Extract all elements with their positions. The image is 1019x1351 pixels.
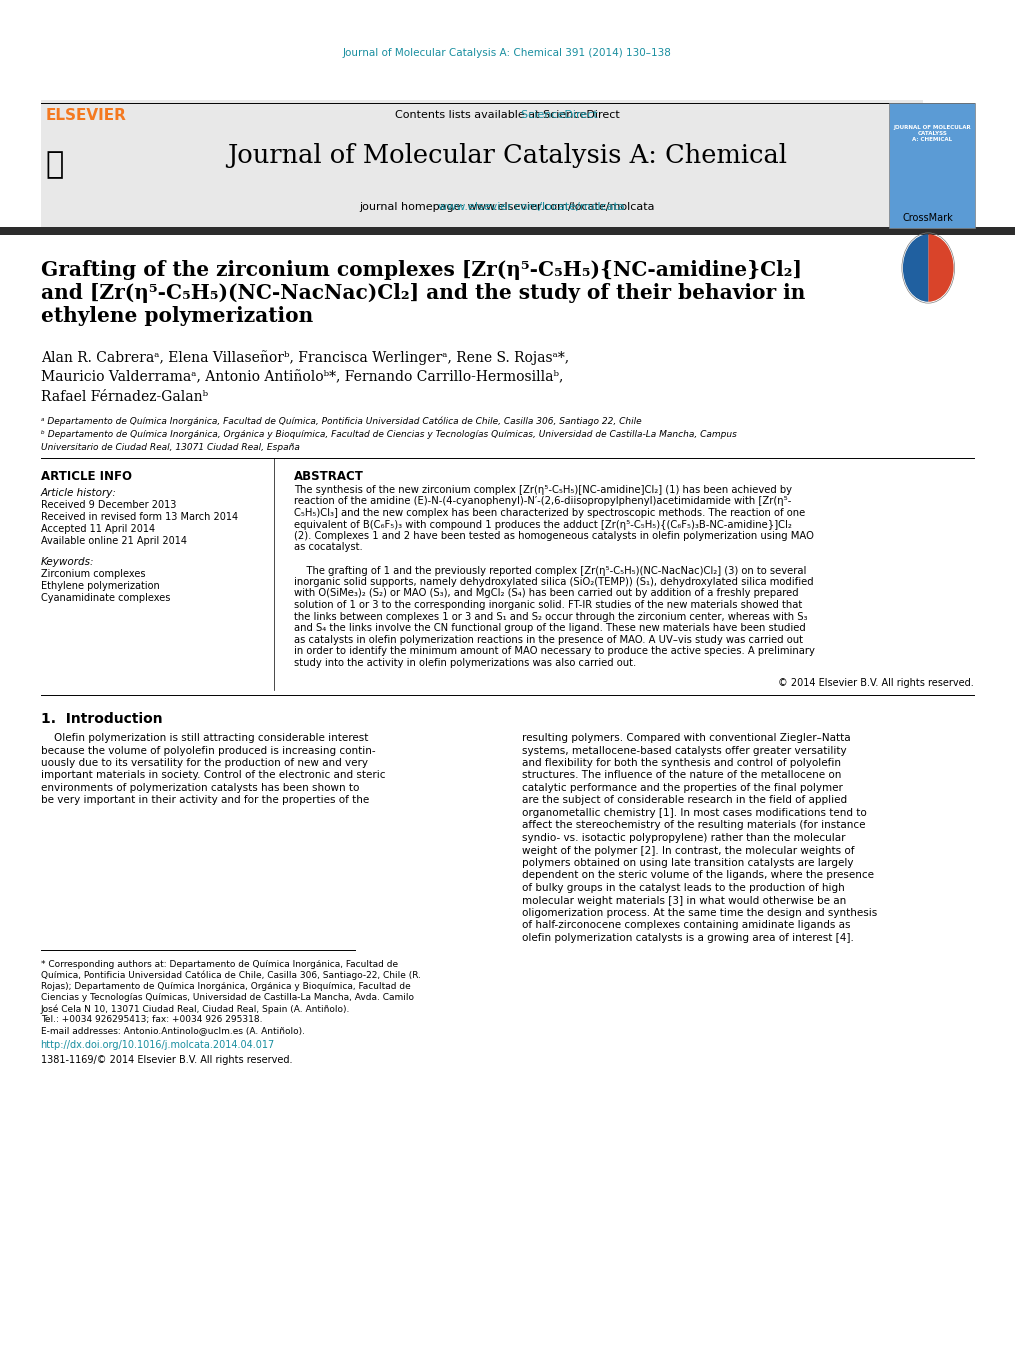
Text: http://dx.doi.org/10.1016/j.molcata.2014.04.017: http://dx.doi.org/10.1016/j.molcata.2014… xyxy=(41,1040,274,1050)
Text: ᵃ Departamento de Química Inorgánica, Facultad de Química, Pontificia Universida: ᵃ Departamento de Química Inorgánica, Fa… xyxy=(41,416,641,426)
Text: ScienceDirect: ScienceDirect xyxy=(416,109,597,120)
Text: study into the activity in olefin polymerizations was also carried out.: study into the activity in olefin polyme… xyxy=(293,658,636,667)
Text: Alan R. Cabreraᵃ, Elena Villaseñorᵇ, Francisca Werlingerᵃ, Rene S. Rojasᵃ*,: Alan R. Cabreraᵃ, Elena Villaseñorᵇ, Fra… xyxy=(41,350,569,365)
Text: and flexibility for both the synthesis and control of polyolefin: and flexibility for both the synthesis a… xyxy=(522,758,841,767)
Text: organometallic chemistry [1]. In most cases modifications tend to: organometallic chemistry [1]. In most ca… xyxy=(522,808,866,817)
Text: * Corresponding authors at: Departamento de Química Inorgánica, Facultad de: * Corresponding authors at: Departamento… xyxy=(41,961,397,969)
Text: as cocatalyst.: as cocatalyst. xyxy=(293,543,363,553)
Text: the links between complexes 1 or 3 and S₁ and S₂ occur through the zirconium cen: the links between complexes 1 or 3 and S… xyxy=(293,612,807,621)
Text: Mauricio Valderramaᵃ, Antonio Antiñoloᵇ*, Fernando Carrillo-Hermosillaᵇ,: Mauricio Valderramaᵃ, Antonio Antiñoloᵇ*… xyxy=(41,370,562,384)
Text: Cyanamidinate complexes: Cyanamidinate complexes xyxy=(41,593,170,603)
Text: oligomerization process. At the same time the design and synthesis: oligomerization process. At the same tim… xyxy=(522,908,877,917)
Text: molecular weight materials [3] in what would otherwise be an: molecular weight materials [3] in what w… xyxy=(522,896,846,905)
Text: C₅H₅)Cl₃] and the new complex has been characterized by spectroscopic methods. T: C₅H₅)Cl₃] and the new complex has been c… xyxy=(293,508,805,517)
Text: affect the stereochemistry of the resulting materials (for instance: affect the stereochemistry of the result… xyxy=(522,820,865,831)
Text: JOURNAL OF MOLECULAR
CATALYSS
A: CHEMICAL: JOURNAL OF MOLECULAR CATALYSS A: CHEMICA… xyxy=(893,126,970,142)
Text: ARTICLE INFO: ARTICLE INFO xyxy=(41,470,131,484)
Text: Article history:: Article history: xyxy=(41,488,116,499)
Text: reaction of the amidine (E)-N-(4-cyanophenyl)-N′-(2,6-diisopropylphenyl)acetimid: reaction of the amidine (E)-N-(4-cyanoph… xyxy=(293,497,791,507)
Wedge shape xyxy=(927,234,953,301)
Text: weight of the polymer [2]. In contrast, the molecular weights of: weight of the polymer [2]. In contrast, … xyxy=(522,846,854,855)
FancyBboxPatch shape xyxy=(41,100,922,230)
Text: and [Zr(η⁵-C₅H₅)(NC-NacNac)Cl₂] and the study of their behavior in: and [Zr(η⁵-C₅H₅)(NC-NacNac)Cl₂] and the … xyxy=(41,282,804,303)
Text: Química, Pontificia Universidad Católica de Chile, Casilla 306, Santiago-22, Chi: Química, Pontificia Universidad Católica… xyxy=(41,971,420,981)
Text: environments of polymerization catalysts has been shown to: environments of polymerization catalysts… xyxy=(41,784,359,793)
Bar xyxy=(888,103,974,228)
Text: 1.  Introduction: 1. Introduction xyxy=(41,712,162,725)
Text: systems, metallocene-based catalysts offer greater versatility: systems, metallocene-based catalysts off… xyxy=(522,746,846,755)
Text: Zirconium complexes: Zirconium complexes xyxy=(41,569,145,580)
Text: ᵇ Departamento de Química Inorgánica, Orgánica y Bioquímica, Facultad de Ciencia: ᵇ Departamento de Química Inorgánica, Or… xyxy=(41,430,736,439)
Text: Ethylene polymerization: Ethylene polymerization xyxy=(41,581,159,590)
Bar xyxy=(0,227,1014,235)
Text: Available online 21 April 2014: Available online 21 April 2014 xyxy=(41,536,186,546)
Text: Journal of Molecular Catalysis A: Chemical: Journal of Molecular Catalysis A: Chemic… xyxy=(227,142,787,168)
Text: CrossMark: CrossMark xyxy=(902,213,953,223)
Text: The grafting of 1 and the previously reported complex [Zr(η⁵-C₅H₅)(NC-NacNac)Cl₂: The grafting of 1 and the previously rep… xyxy=(293,566,806,576)
Text: catalytic performance and the properties of the final polymer: catalytic performance and the properties… xyxy=(522,784,843,793)
Text: polymers obtained on using late transition catalysts are largely: polymers obtained on using late transiti… xyxy=(522,858,853,867)
Text: structures. The influence of the nature of the metallocene on: structures. The influence of the nature … xyxy=(522,770,841,781)
Text: ethylene polymerization: ethylene polymerization xyxy=(41,305,313,326)
Text: ELSEVIER: ELSEVIER xyxy=(46,108,126,123)
Text: Journal of Molecular Catalysis A: Chemical 391 (2014) 130–138: Journal of Molecular Catalysis A: Chemic… xyxy=(342,49,672,58)
Text: with O(SiMe₃)₂ (S₂) or MAO (S₃), and MgCl₂ (S₄) has been carried out by addition: with O(SiMe₃)₂ (S₂) or MAO (S₃), and MgC… xyxy=(293,589,798,598)
Text: inorganic solid supports, namely dehydroxylated silica (SiO₂(TEMP)) (S₁), dehydr: inorganic solid supports, namely dehydro… xyxy=(293,577,813,586)
Text: Olefin polymerization is still attracting considerable interest: Olefin polymerization is still attractin… xyxy=(41,734,368,743)
Text: www.elsevier.com/locate/molcata: www.elsevier.com/locate/molcata xyxy=(389,203,625,212)
Text: José Cela N 10, 13071 Ciudad Real, Ciudad Real, Spain (A. Antiñolo).: José Cela N 10, 13071 Ciudad Real, Ciuda… xyxy=(41,1004,350,1013)
Text: Keywords:: Keywords: xyxy=(41,557,94,567)
Text: equivalent of B(C₆F₅)₃ with compound 1 produces the adduct [Zr(η⁵-C₅H₅){(C₆F₅)₃B: equivalent of B(C₆F₅)₃ with compound 1 p… xyxy=(293,520,792,530)
Text: syndio- vs. isotactic polypropylene) rather than the molecular: syndio- vs. isotactic polypropylene) rat… xyxy=(522,834,845,843)
Text: be very important in their activity and for the properties of the: be very important in their activity and … xyxy=(41,796,369,805)
Text: Tel.: +0034 926295413; fax: +0034 926 295318.: Tel.: +0034 926295413; fax: +0034 926 29… xyxy=(41,1015,262,1024)
Text: resulting polymers. Compared with conventional Ziegler–Natta: resulting polymers. Compared with conven… xyxy=(522,734,850,743)
Text: journal homepage: www.elsevier.com/locate/molcata: journal homepage: www.elsevier.com/locat… xyxy=(359,203,654,212)
Text: uously due to its versatility for the production of new and very: uously due to its versatility for the pr… xyxy=(41,758,367,767)
Text: (2). Complexes 1 and 2 have been tested as homogeneous catalysts in olefin polym: (2). Complexes 1 and 2 have been tested … xyxy=(293,531,813,540)
Text: Rojas); Departamento de Química Inorgánica, Orgánica y Bioquímica, Facultad de: Rojas); Departamento de Química Inorgáni… xyxy=(41,982,410,992)
Wedge shape xyxy=(902,234,927,301)
Text: E-mail addresses: Antonio.Antinolo@uclm.es (A. Antiñolo).: E-mail addresses: Antonio.Antinolo@uclm.… xyxy=(41,1025,305,1035)
Text: Universitario de Ciudad Real, 13071 Ciudad Real, España: Universitario de Ciudad Real, 13071 Ciud… xyxy=(41,443,300,453)
Text: Received 9 December 2013: Received 9 December 2013 xyxy=(41,500,176,509)
Text: ABSTRACT: ABSTRACT xyxy=(293,470,364,484)
Text: 🌳: 🌳 xyxy=(46,150,64,180)
Text: Accepted 11 April 2014: Accepted 11 April 2014 xyxy=(41,524,155,534)
Text: Rafael Férnadez-Galanᵇ: Rafael Férnadez-Galanᵇ xyxy=(41,390,208,404)
Text: Grafting of the zirconium complexes [Zr(η⁵-C₅H₅){NC-amidine}Cl₂]: Grafting of the zirconium complexes [Zr(… xyxy=(41,259,801,280)
Text: Contents lists available at ScienceDirect: Contents lists available at ScienceDirec… xyxy=(394,109,619,120)
Text: Received in revised form 13 March 2014: Received in revised form 13 March 2014 xyxy=(41,512,237,521)
Text: dependent on the steric volume of the ligands, where the presence: dependent on the steric volume of the li… xyxy=(522,870,873,881)
Text: and S₄ the links involve the CN functional group of the ligand. These new materi: and S₄ the links involve the CN function… xyxy=(293,623,805,634)
Text: The synthesis of the new zirconium complex [Zr(η⁵-C₅H₅)[NC-amidine]Cl₂] (1) has : The synthesis of the new zirconium compl… xyxy=(293,485,792,494)
Text: © 2014 Elsevier B.V. All rights reserved.: © 2014 Elsevier B.V. All rights reserved… xyxy=(777,678,973,688)
Text: Ciencias y Tecnologías Químicas, Universidad de Castilla-La Mancha, Avda. Camilo: Ciencias y Tecnologías Químicas, Univers… xyxy=(41,993,413,1002)
Text: solution of 1 or 3 to the corresponding inorganic solid. FT-IR studies of the ne: solution of 1 or 3 to the corresponding … xyxy=(293,600,802,611)
Text: as catalysts in olefin polymerization reactions in the presence of MAO. A UV–vis: as catalysts in olefin polymerization re… xyxy=(293,635,802,644)
Text: of bulky groups in the catalyst leads to the production of high: of bulky groups in the catalyst leads to… xyxy=(522,884,845,893)
Text: important materials in society. Control of the electronic and steric: important materials in society. Control … xyxy=(41,770,385,781)
Text: olefin polymerization catalysts is a growing area of interest [4].: olefin polymerization catalysts is a gro… xyxy=(522,934,854,943)
Text: are the subject of considerable research in the field of applied: are the subject of considerable research… xyxy=(522,796,847,805)
Text: 1381-1169/© 2014 Elsevier B.V. All rights reserved.: 1381-1169/© 2014 Elsevier B.V. All right… xyxy=(41,1055,291,1065)
Text: in order to identify the minimum amount of MAO necessary to produce the active s: in order to identify the minimum amount … xyxy=(293,646,814,657)
Text: because the volume of polyolefin produced is increasing contin-: because the volume of polyolefin produce… xyxy=(41,746,375,755)
Text: of half-zirconocene complexes containing amidinate ligands as: of half-zirconocene complexes containing… xyxy=(522,920,850,931)
